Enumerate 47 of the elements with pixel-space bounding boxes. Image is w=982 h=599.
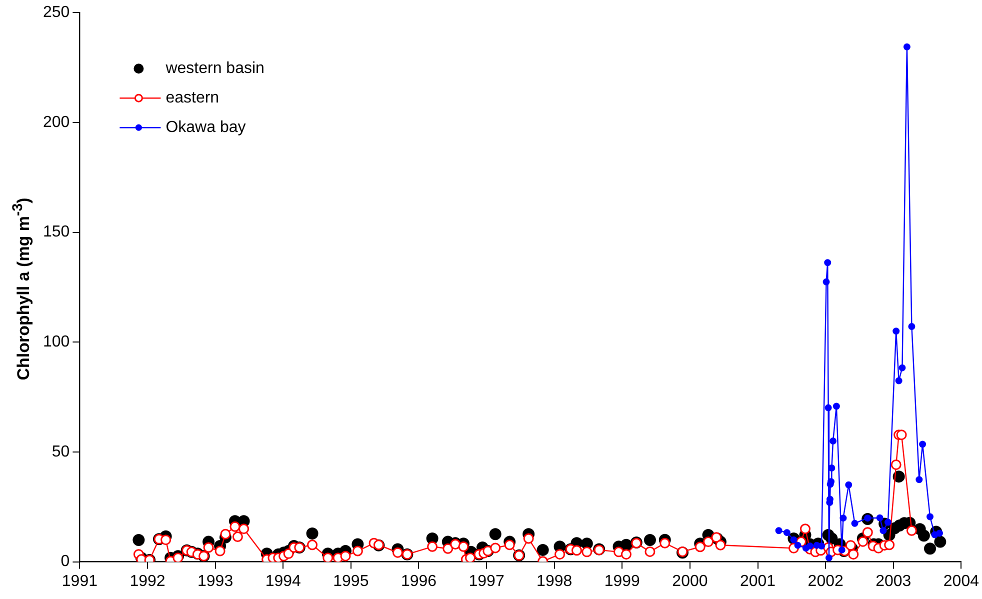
point: [775, 527, 782, 534]
point: [876, 514, 884, 522]
point: [892, 328, 900, 335]
legend-label: eastern: [166, 90, 220, 107]
point: [898, 364, 906, 372]
y-tick-label: 0: [60, 553, 70, 570]
x-tick-label: 2002: [808, 572, 844, 590]
point: [840, 514, 847, 522]
y-tick-label: 200: [42, 114, 70, 131]
x-tick-label: 1992: [130, 572, 166, 590]
legend-label: Okawa bay: [166, 119, 246, 136]
y-tick-label: 150: [42, 224, 70, 241]
point: [851, 520, 858, 527]
point: [794, 542, 802, 549]
y-tick-label: 50: [52, 443, 70, 460]
point: [903, 43, 910, 50]
point: [926, 513, 934, 520]
point: [830, 437, 837, 444]
x-tick-label: 2000: [672, 572, 708, 590]
point: [806, 542, 814, 550]
x-tick-label: 1997: [468, 572, 504, 590]
x-tick-label: 1999: [604, 572, 640, 590]
point: [822, 278, 830, 286]
x-tick-label: 1996: [400, 572, 437, 590]
point: [916, 476, 923, 484]
x-tick-label: 2001: [740, 572, 776, 590]
y-tick-label: 100: [42, 334, 70, 351]
point: [783, 529, 790, 536]
x-tick-label: 1998: [536, 572, 572, 590]
point: [832, 402, 840, 410]
x-tick-label: 2003: [876, 572, 912, 590]
point: [908, 323, 916, 330]
point: [824, 259, 832, 266]
point: [845, 481, 852, 488]
point: [818, 542, 826, 550]
x-tick-label: 1994: [265, 572, 302, 590]
legend-label: western basin: [164, 60, 264, 78]
point: [880, 527, 887, 534]
x-tick-label: 2004: [943, 572, 980, 590]
x-tick-label: 1995: [333, 572, 369, 590]
x-tick-label: 1991: [62, 572, 98, 590]
y-tick-label: 250: [42, 4, 70, 22]
point: [824, 404, 832, 412]
point: [919, 440, 926, 448]
x-tick-label: 1993: [198, 572, 234, 590]
point: [895, 377, 902, 384]
point: [825, 554, 832, 562]
